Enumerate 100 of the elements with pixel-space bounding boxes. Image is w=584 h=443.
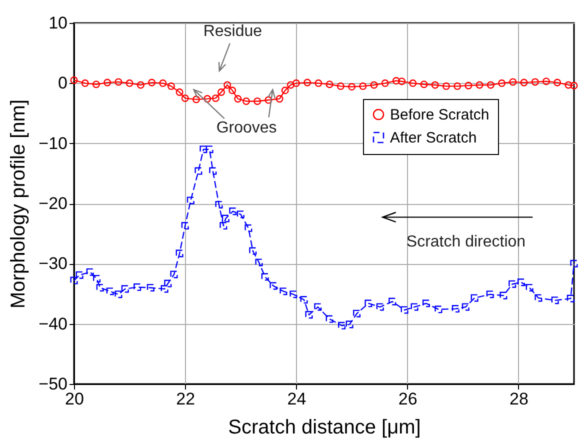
point bbox=[222, 214, 230, 222]
point bbox=[534, 294, 542, 302]
point bbox=[86, 268, 94, 276]
point bbox=[531, 78, 539, 86]
point bbox=[81, 79, 89, 87]
point bbox=[280, 288, 288, 296]
point bbox=[160, 285, 168, 293]
point bbox=[476, 81, 484, 89]
y-tick-label: −30 bbox=[38, 254, 68, 274]
point bbox=[486, 81, 494, 89]
point bbox=[420, 80, 428, 88]
point bbox=[254, 97, 262, 105]
point bbox=[359, 82, 367, 90]
point bbox=[376, 303, 384, 311]
point bbox=[388, 298, 396, 306]
point bbox=[212, 94, 220, 102]
point bbox=[509, 78, 517, 86]
point bbox=[186, 196, 194, 204]
point bbox=[192, 96, 200, 104]
point bbox=[220, 222, 228, 230]
point bbox=[114, 290, 122, 298]
point bbox=[409, 79, 417, 87]
point bbox=[398, 78, 406, 86]
point bbox=[348, 83, 356, 91]
y-tick-label: −40 bbox=[38, 314, 68, 334]
point bbox=[542, 78, 550, 86]
x-tick-label: 22 bbox=[176, 390, 196, 408]
point bbox=[464, 82, 472, 90]
point bbox=[486, 290, 494, 298]
point bbox=[292, 79, 300, 87]
point bbox=[146, 284, 154, 292]
point bbox=[167, 82, 175, 90]
point bbox=[264, 96, 272, 104]
point bbox=[400, 306, 408, 314]
point bbox=[462, 303, 470, 311]
point bbox=[314, 79, 322, 87]
point bbox=[249, 247, 257, 255]
y-tick-label: −10 bbox=[38, 134, 68, 153]
point bbox=[304, 78, 312, 86]
point bbox=[276, 95, 284, 103]
annotation: Grooves bbox=[216, 119, 277, 136]
point bbox=[290, 290, 298, 298]
point bbox=[70, 276, 78, 284]
legend-label: Before Scratch bbox=[390, 106, 490, 124]
point bbox=[136, 81, 144, 89]
point bbox=[176, 88, 184, 96]
point bbox=[526, 284, 534, 292]
point bbox=[228, 86, 236, 94]
x-tick-label: 28 bbox=[509, 390, 528, 408]
point bbox=[204, 95, 212, 103]
x-axis-title: Scratch distance [μm] bbox=[228, 416, 421, 438]
point bbox=[148, 78, 156, 86]
point bbox=[470, 294, 478, 302]
point bbox=[176, 250, 184, 258]
point bbox=[76, 271, 84, 279]
point bbox=[314, 303, 322, 311]
point bbox=[181, 222, 189, 230]
point bbox=[300, 296, 308, 304]
point bbox=[270, 282, 278, 290]
point bbox=[570, 260, 578, 268]
point bbox=[114, 78, 122, 86]
point bbox=[381, 79, 389, 87]
point bbox=[229, 208, 237, 216]
point bbox=[338, 322, 346, 330]
point bbox=[336, 82, 344, 90]
point bbox=[508, 280, 516, 288]
point bbox=[410, 303, 418, 311]
point bbox=[452, 305, 460, 313]
point bbox=[200, 146, 208, 154]
point bbox=[517, 278, 525, 286]
x-tick-label: 20 bbox=[65, 390, 84, 408]
x-tick-label: 26 bbox=[398, 390, 418, 408]
point bbox=[234, 95, 242, 103]
point bbox=[431, 81, 439, 89]
point bbox=[170, 270, 178, 278]
point bbox=[244, 224, 252, 232]
point bbox=[434, 306, 442, 314]
point bbox=[159, 79, 167, 87]
point bbox=[181, 94, 189, 102]
point bbox=[392, 77, 400, 85]
y-tick-label: 0 bbox=[58, 74, 68, 93]
point bbox=[224, 81, 232, 89]
point bbox=[305, 311, 313, 319]
x-tick-label: 24 bbox=[287, 390, 306, 408]
point bbox=[93, 274, 101, 282]
point bbox=[164, 280, 172, 288]
point bbox=[422, 300, 430, 308]
point bbox=[520, 78, 528, 86]
point bbox=[134, 283, 142, 291]
point bbox=[326, 80, 334, 88]
point bbox=[554, 78, 562, 86]
point bbox=[286, 81, 294, 89]
point bbox=[92, 80, 100, 88]
point bbox=[566, 294, 574, 302]
point bbox=[353, 310, 361, 318]
point bbox=[326, 315, 334, 323]
point bbox=[364, 300, 372, 308]
point bbox=[500, 292, 508, 300]
point bbox=[209, 167, 217, 175]
point bbox=[121, 285, 129, 293]
